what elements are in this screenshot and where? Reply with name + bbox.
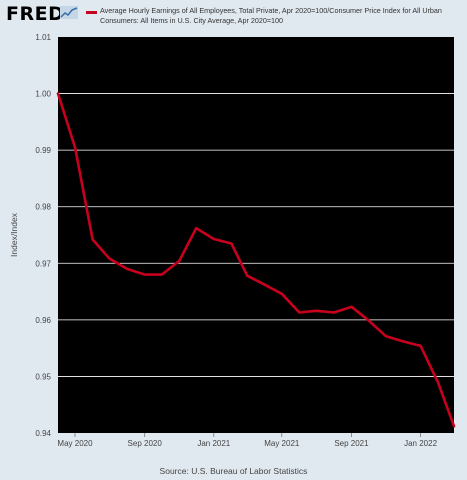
x-tick-label: May 2020: [57, 439, 93, 448]
x-tick-label: Sep 2021: [334, 439, 369, 448]
data-point[interactable]: [332, 311, 336, 314]
legend-swatch: [86, 11, 97, 14]
data-point[interactable]: [298, 311, 301, 314]
data-point[interactable]: [350, 305, 353, 309]
series-line[interactable]: [56, 92, 456, 428]
data-point[interactable]: [178, 259, 181, 263]
y-tick-label: 0.95: [35, 372, 51, 381]
y-tick-label: 0.98: [35, 203, 51, 212]
y-tick-label: 0.99: [35, 146, 51, 155]
x-tick-label: Sep 2020: [128, 439, 163, 448]
data-points: [56, 92, 456, 428]
x-tick-label: Jan 2022: [404, 439, 437, 448]
data-point[interactable]: [143, 273, 146, 276]
y-tick-label: 0.96: [35, 316, 51, 325]
data-point[interactable]: [315, 309, 318, 313]
data-point[interactable]: [91, 238, 94, 241]
data-point[interactable]: [125, 267, 129, 271]
data-point[interactable]: [436, 381, 440, 384]
fred-logo[interactable]: FRED: [6, 3, 65, 25]
data-point[interactable]: [212, 237, 215, 241]
legend-label: Average Hourly Earnings of All Employees…: [100, 6, 442, 25]
header: FRED Average Hourly Earnings of All Empl…: [0, 0, 467, 34]
data-point[interactable]: [384, 335, 388, 338]
data-point[interactable]: [367, 319, 370, 322]
data-point[interactable]: [195, 227, 198, 230]
y-tick-label: 1.00: [35, 90, 51, 99]
plot-area: [58, 37, 454, 433]
gridlines: [58, 93, 454, 377]
data-point[interactable]: [160, 273, 163, 276]
data-point[interactable]: [73, 146, 77, 149]
fred-chart-icon: [60, 6, 78, 19]
y-tick-label: 1.01: [35, 33, 51, 42]
data-point[interactable]: [419, 344, 422, 348]
y-tick-label: 0.97: [35, 259, 51, 268]
y-axis-label: Index/Index: [9, 212, 19, 257]
data-point[interactable]: [280, 292, 283, 296]
x-tick-label: May 2021: [264, 439, 300, 448]
data-point[interactable]: [401, 340, 405, 343]
data-point[interactable]: [230, 242, 233, 245]
data-point[interactable]: [452, 425, 456, 428]
x-axis-ticks: May 2020 Sep 2020 Jan 2021 May 2021 Sep 2021…: [57, 433, 438, 448]
y-tick-label: 0.94: [35, 429, 51, 438]
x-tick-label: Jan 2021: [197, 439, 230, 448]
data-point[interactable]: [56, 92, 60, 95]
data-point[interactable]: [108, 257, 111, 260]
y-axis-ticks: 0.94 0.95 0.96 0.97 0.98 0.99 1.00 1.01: [35, 33, 51, 438]
data-point[interactable]: [263, 283, 266, 286]
data-point[interactable]: [246, 274, 249, 277]
source-note: Source: U.S. Bureau of Labor Statistics: [159, 466, 308, 476]
